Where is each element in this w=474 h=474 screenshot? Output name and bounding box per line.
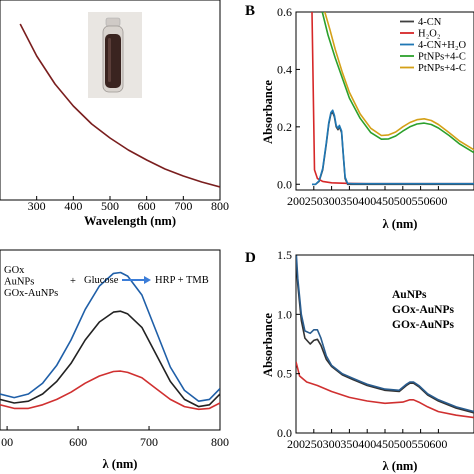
y-tick-label: 1.5 [277,248,292,262]
panel-b: B Absorbance 200 250 300 350 400 450 500 550 600… [245,3,474,231]
x-tick-label: 700 [140,435,158,449]
x-tick-label: 800 [211,435,229,449]
plus-sign: + [70,276,76,287]
reaction-annotation: + Glucose HRP + TMB [70,275,209,287]
panel-d-letter: D [245,250,256,266]
series-line-gox-aunps-1 [296,255,474,414]
x-tick-label: 600 [69,435,87,449]
panel-a-xticks: 300 400 500 600 700 800 [28,196,229,213]
panel-d: D Absorbance 200 250 300 350 400 450 500 550 600… [245,248,474,473]
x-tick-label: 250 [305,437,323,451]
panel-d-xlabel: λ (nm) [383,459,418,473]
panel-d-ticks: 200 250 300 350 400 450 500 550 600 0.0 0.5 1.0 1.5 [277,248,447,451]
panel-c-xlabel: λ (nm) [103,457,138,471]
x-tick-label: 200 [287,194,305,208]
x-tick-label: 400 [358,437,376,451]
y-tick-label: 1.0 [277,307,292,321]
y-tick-label: 0.0 [277,177,292,191]
legend-label-aunps-0: AuNPs [392,289,427,301]
series-line-gox-aunps-2 [296,255,474,413]
vial-cap [105,17,121,27]
x-tick-label: 300 [28,199,46,213]
series-line-0 [19,23,220,188]
series-line-gox-0 [0,310,220,408]
x-tick-label: 450 [376,194,394,208]
panel-b-plot [311,12,474,186]
x-tick-label: 400 [64,199,82,213]
x-tick-label: 250 [305,194,323,208]
panel-d-legend: AuNPs GOx-AuNPs GOx-AuNPs [392,289,455,331]
x-tick-label: 500 [394,437,412,451]
vial-photo-inset [88,12,142,98]
series-line-aunps-0 [296,361,474,419]
y-tick-label: 0.5 [277,367,292,381]
hrp-tmb-label: HRP + TMB [155,275,209,286]
y-tick-label: 0.2 [277,120,292,134]
x-tick-label: 350 [340,437,358,451]
legend-label-aunps-1: AuNPs [4,277,34,288]
panel-c-plot [0,271,220,411]
x-tick-label: 550 [412,194,430,208]
glucose-label: Glucose [84,275,119,286]
panel-c-xticks: 00 600 700 800 [1,426,229,449]
x-tick-label: 500 [101,199,119,213]
y-tick-label: 0.0 [277,426,292,440]
series-line-4-cn-h-o-2 [312,109,474,186]
legend-label-ptnps-4-c-4: PtNPs+4-C [418,63,466,74]
x-tick-label: 300 [323,194,341,208]
legend-label-4-cn-0: 4-CN [418,17,442,28]
y-tick-label: 0.6 [277,5,292,19]
series-line-gox-aunps-2 [0,271,220,402]
panel-a: 300 400 500 600 700 800 Wavelength (nm) [0,0,229,228]
legend-label-gox-aunps-1: GOx-AuNPs [392,304,455,316]
x-tick-label: 600 [138,199,156,213]
vial-liquid [105,34,121,88]
y-tick-label: 0.4 [277,62,292,76]
panel-b-xlabel: λ (nm) [383,217,418,231]
panel-b-ylabel: Absorbance [261,80,275,144]
vial-highlight [108,38,111,82]
series-line-ptnps-4-c-4 [324,12,474,151]
x-tick-label: 400 [358,194,376,208]
x-tick-label: 600 [429,194,447,208]
series-line-ptnps-4-c-3 [321,12,474,154]
x-tick-label: 200 [287,437,305,451]
panel-a-xlabel: Wavelength (nm) [84,214,176,228]
x-tick-label: 450 [376,437,394,451]
series-line-aunps-1 [0,370,220,411]
legend-label-gox-aunps-2: GOx-AuNPs [4,288,58,299]
x-tick-label: 600 [429,437,447,451]
panel-b-letter: B [245,3,255,19]
legend-label-4-cn-h-o-2: 4-CN+H₂O [418,40,466,51]
x-tick-label: 550 [412,437,430,451]
legend-label-gox-aunps-2: GOx-AuNPs [392,319,455,331]
legend-label-h-o-1: H₂O₂ [418,29,441,40]
legend-label-gox-0: GOx [4,265,25,276]
series-line-h-o-1 [311,12,474,185]
panel-a-plot [19,23,220,188]
x-tick-label: 350 [340,194,358,208]
x-tick-label: 300 [323,437,341,451]
x-tick-label: 800 [211,199,229,213]
x-tick-label: 700 [174,199,192,213]
panel-b-ticks: 200 250 300 350 400 450 500 550 600 0.0 0.2 0.4 0.6 [277,5,447,208]
x-tick-label: 500 [394,194,412,208]
panel-d-plot [296,255,474,419]
arrow-head-icon [144,276,151,284]
x-tick-label: 00 [1,435,13,449]
panel-d-ylabel: Absorbance [261,313,275,377]
legend-label-ptnps-4-c-3: PtNPs+4-C [418,52,466,63]
panel-c-frame [0,249,221,431]
